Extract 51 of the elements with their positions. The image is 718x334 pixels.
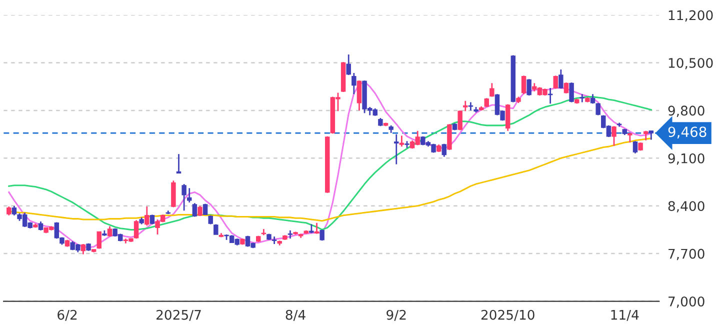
- candlestick: [107, 226, 112, 238]
- ref-line-label: 9,468: [668, 126, 706, 139]
- x-tick-label: 9/2: [386, 310, 406, 321]
- candlestick: [346, 54, 351, 76]
- y-tick-label: 8,400: [668, 201, 704, 212]
- candlestick: [580, 93, 585, 103]
- candlestick: [596, 102, 600, 116]
- candlestick: [352, 72, 356, 95]
- candlestick: [356, 80, 362, 112]
- candlestick: [314, 222, 320, 234]
- y-tick-label: 11,200: [668, 10, 713, 22]
- candlestick: [144, 206, 150, 226]
- candlestick: [490, 82, 494, 98]
- y-tick-label: 9,800: [668, 106, 704, 117]
- x-tick-label: 6/2: [58, 310, 77, 321]
- x-tick-label: 11/4: [611, 310, 639, 321]
- candlestick: [558, 68, 564, 90]
- candlestick: [458, 110, 462, 131]
- candlestick: [564, 82, 569, 94]
- candlestick: [569, 82, 574, 103]
- candlestick: [521, 74, 526, 95]
- x-tick-label: 2025/7: [156, 310, 201, 321]
- line-series: [8, 96, 652, 230]
- candlestick: [505, 104, 510, 132]
- candlestick: [628, 132, 632, 144]
- candlestick: [192, 202, 198, 218]
- candlestick: [187, 187, 192, 204]
- candlestick: [171, 180, 176, 208]
- candlestick: [80, 243, 86, 255]
- candlestick: [134, 219, 139, 240]
- candlestick: [526, 78, 532, 96]
- candlestick: [182, 183, 186, 212]
- candlestick: [176, 153, 182, 174]
- candlestick: [612, 125, 616, 147]
- y-tick-label: 10,500: [668, 58, 713, 70]
- candlestick: [632, 140, 638, 154]
- y-tick-label: 7,700: [668, 248, 704, 260]
- candlestick: [553, 74, 558, 90]
- candlestick: [399, 134, 404, 148]
- candlestick: [150, 214, 155, 225]
- x-tick-label: 8/4: [286, 310, 306, 321]
- candlestick: [12, 205, 17, 216]
- x-tick-label: 2025/10: [481, 310, 534, 321]
- candlestick: [442, 143, 447, 158]
- candlestick: [394, 134, 399, 165]
- y-tick-label: 7,000: [668, 296, 704, 308]
- y-tick-label: 9,100: [668, 153, 704, 165]
- candlestick: [198, 205, 202, 217]
- candlestick: [548, 87, 553, 104]
- candlestick: [463, 100, 468, 112]
- candlestick: [96, 231, 102, 250]
